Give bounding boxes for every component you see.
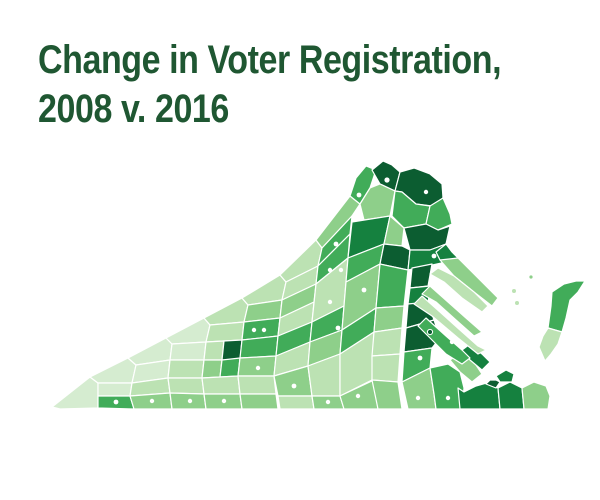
county-region [413, 295, 487, 355]
independent-city-marker [113, 399, 119, 405]
county-region [167, 377, 205, 395]
county-region [51, 376, 99, 410]
county-region [169, 341, 207, 361]
county-region [371, 353, 401, 383]
county-region [239, 335, 279, 359]
county-region [409, 263, 433, 289]
bay-island-dot [529, 275, 533, 279]
county-region [89, 357, 137, 384]
county-region [497, 381, 525, 410]
county-region [201, 375, 241, 395]
independent-city-marker [355, 393, 361, 399]
county-region [375, 263, 409, 309]
independent-city-marker [356, 192, 362, 198]
independent-city-marker [261, 327, 267, 333]
independent-city-marker [221, 398, 227, 404]
county-region [237, 355, 277, 377]
county-region [371, 327, 403, 357]
county-region [239, 393, 279, 410]
county-region [277, 395, 315, 410]
county-region [485, 379, 501, 389]
county-region [495, 369, 515, 383]
bay-island-dot [512, 289, 516, 293]
county-region [421, 285, 483, 337]
county-region [219, 357, 241, 378]
independent-city-marker [384, 177, 390, 183]
independent-city-marker [251, 327, 257, 333]
county-region [221, 339, 243, 361]
county-region [97, 382, 133, 397]
county-region [547, 280, 586, 333]
independent-city-marker [291, 383, 297, 389]
county-region [538, 327, 563, 362]
county-region [429, 267, 489, 313]
independent-city-marker [449, 339, 455, 345]
independent-city-marker [335, 325, 341, 331]
independent-city-marker [445, 395, 451, 401]
independent-city-marker [423, 189, 429, 195]
county-region [371, 379, 403, 410]
county-region [203, 297, 249, 326]
independent-city-marker [149, 398, 155, 404]
county-region [167, 359, 205, 379]
page-title: Change in Voter Registration, 2008 v. 20… [38, 36, 502, 134]
independent-city-marker [327, 299, 333, 305]
page-title-line2: 2008 v. 2016 [38, 87, 229, 131]
independent-city-marker [333, 241, 339, 247]
independent-city-marker [415, 395, 421, 401]
independent-city-marker [338, 267, 344, 273]
independent-city-marker [431, 253, 437, 259]
independent-city-marker [417, 355, 423, 361]
county-region [201, 359, 223, 379]
independent-city-marker [187, 398, 193, 404]
county-region [237, 375, 277, 395]
independent-city-marker [255, 365, 261, 371]
independent-city-marker [361, 287, 367, 293]
independent-city-dark-marker [426, 328, 434, 336]
county-region [521, 381, 551, 410]
page-title-line1: Change in Voter Registration, [38, 38, 502, 82]
independent-city-marker [325, 399, 331, 405]
county-region [165, 317, 211, 345]
county-region [205, 321, 245, 343]
county-region [203, 340, 225, 361]
bay-island-dot [515, 301, 519, 305]
county-region [315, 195, 361, 249]
independent-city-marker [327, 267, 333, 273]
